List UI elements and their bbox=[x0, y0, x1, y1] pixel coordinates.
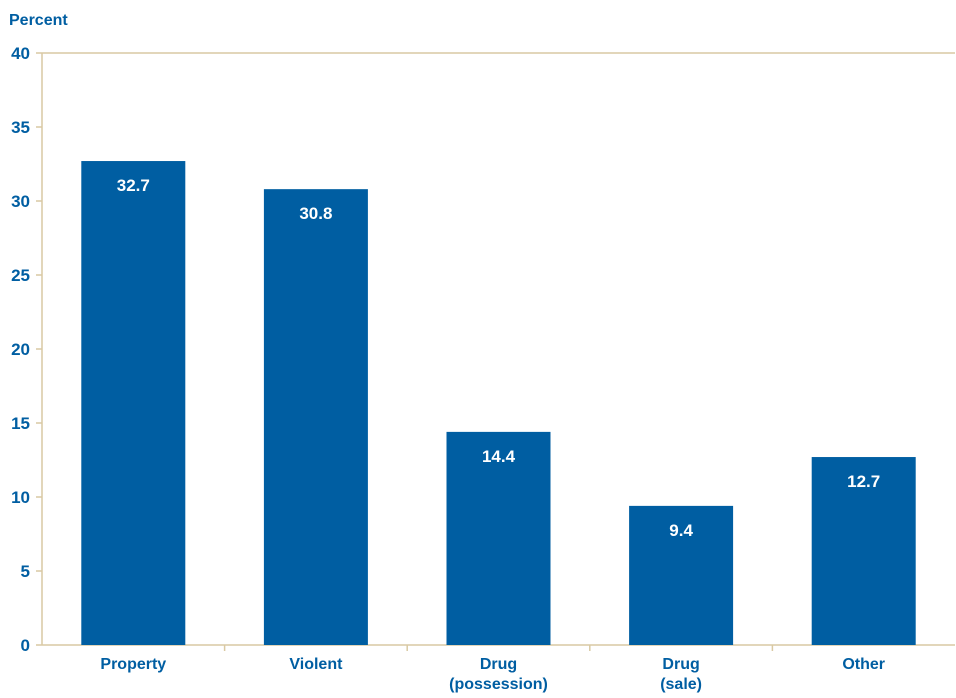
x-tick-label: Violent bbox=[289, 656, 343, 673]
bar bbox=[629, 505, 734, 645]
data-label: 14.4 bbox=[482, 447, 516, 466]
bar bbox=[811, 457, 916, 645]
y-tick-label: 0 bbox=[21, 636, 30, 655]
y-tick-label: 35 bbox=[11, 118, 30, 137]
x-tick-label: (possession) bbox=[449, 676, 548, 693]
data-label: 9.4 bbox=[669, 521, 693, 540]
y-axis: 0 5 10 15 20 25 30 35 40 bbox=[11, 44, 42, 655]
x-tick-label: Drug bbox=[662, 656, 699, 673]
y-tick-label: 10 bbox=[11, 488, 30, 507]
data-label: 32.7 bbox=[117, 176, 150, 195]
y-tick-label: 5 bbox=[21, 562, 30, 581]
x-tick-label: (sale) bbox=[660, 676, 702, 693]
bar bbox=[81, 161, 186, 646]
y-tick-label: 20 bbox=[11, 340, 30, 359]
data-label: 12.7 bbox=[847, 472, 880, 491]
x-axis: Property Violent Drug (possession) Drug (sale… bbox=[100, 656, 885, 693]
bars: 32.7 30.8 14.4 9.4 12.7 bbox=[81, 161, 916, 646]
bar bbox=[446, 431, 551, 645]
y-tick-label: 40 bbox=[11, 44, 30, 63]
bar bbox=[263, 189, 368, 645]
y-axis-title: Percent bbox=[9, 12, 68, 29]
y-tick-label: 15 bbox=[11, 414, 30, 433]
x-tick-label: Other bbox=[842, 656, 885, 673]
data-label: 30.8 bbox=[299, 204, 332, 223]
x-tick-label: Property bbox=[100, 656, 166, 673]
y-tick-label: 25 bbox=[11, 266, 30, 285]
y-tick-label: 30 bbox=[11, 192, 30, 211]
x-tick-label: Drug bbox=[480, 656, 517, 673]
